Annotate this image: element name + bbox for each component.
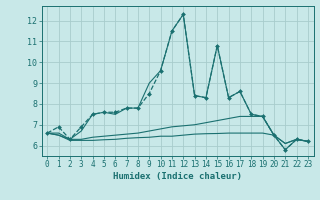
X-axis label: Humidex (Indice chaleur): Humidex (Indice chaleur) <box>113 172 242 181</box>
